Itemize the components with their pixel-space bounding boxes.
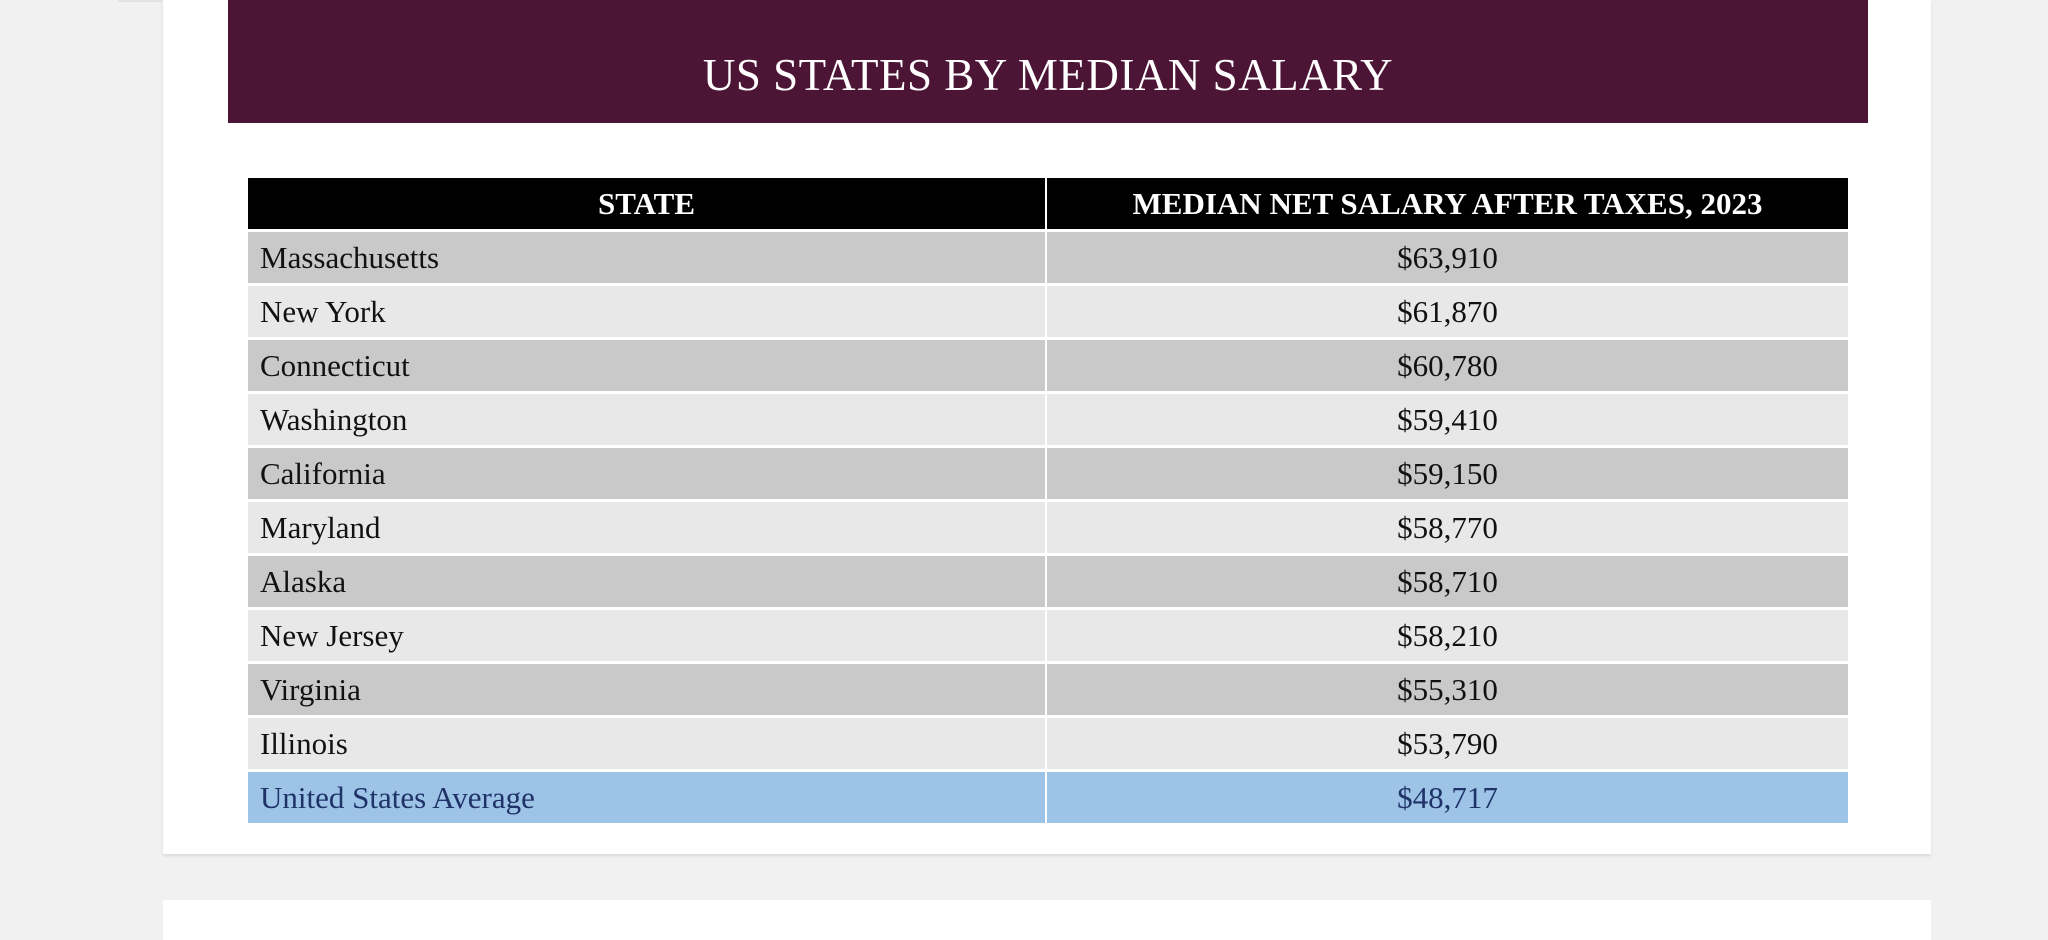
- state-cell: California: [248, 446, 1047, 502]
- salary-cell: $59,410: [1046, 392, 1848, 448]
- content-card: US STATES BY MEDIAN SALARY STATE MEDIAN …: [163, 0, 1931, 854]
- state-cell: Virginia: [248, 662, 1047, 718]
- salary-cell: $58,770: [1046, 500, 1848, 556]
- table-row: New Jersey $58,210: [248, 608, 1848, 664]
- state-column-header: STATE: [248, 178, 1047, 232]
- table-row: Maryland $58,770: [248, 500, 1848, 556]
- next-card: [163, 900, 1931, 940]
- average-label-cell: United States Average: [248, 770, 1047, 823]
- table-row: Alaska $58,710: [248, 554, 1848, 610]
- state-cell: Connecticut: [248, 338, 1047, 394]
- table-row: Massachusetts $63,910: [248, 230, 1848, 286]
- salary-table: STATE MEDIAN NET SALARY AFTER TAXES, 202…: [248, 178, 1848, 823]
- table-row: Virginia $55,310: [248, 662, 1848, 718]
- salary-cell: $55,310: [1046, 662, 1848, 718]
- salary-cell: $60,780: [1046, 338, 1848, 394]
- average-salary-cell: $48,717: [1046, 770, 1848, 823]
- salary-cell: $61,870: [1046, 284, 1848, 340]
- salary-cell: $58,210: [1046, 608, 1848, 664]
- state-cell: Maryland: [248, 500, 1047, 556]
- table-row: Washington $59,410: [248, 392, 1848, 448]
- table-row: Connecticut $60,780: [248, 338, 1848, 394]
- table-row: New York $61,870: [248, 284, 1848, 340]
- average-row: United States Average $48,717: [248, 770, 1848, 823]
- page-title: US STATES BY MEDIAN SALARY: [702, 50, 1394, 100]
- state-cell: New Jersey: [248, 608, 1047, 664]
- salary-column-header: MEDIAN NET SALARY AFTER TAXES, 2023: [1046, 178, 1848, 232]
- title-banner: US STATES BY MEDIAN SALARY: [228, 0, 1868, 123]
- salary-cell: $53,790: [1046, 716, 1848, 772]
- table-row: Illinois $53,790: [248, 716, 1848, 772]
- state-cell: Massachusetts: [248, 230, 1047, 286]
- state-cell: Alaska: [248, 554, 1047, 610]
- state-cell: Illinois: [248, 716, 1047, 772]
- table-row: California $59,150: [248, 446, 1848, 502]
- salary-cell: $63,910: [1046, 230, 1848, 286]
- state-cell: New York: [248, 284, 1047, 340]
- state-cell: Washington: [248, 392, 1047, 448]
- table-header-row: STATE MEDIAN NET SALARY AFTER TAXES, 202…: [248, 178, 1848, 232]
- salary-cell: $59,150: [1046, 446, 1848, 502]
- salary-cell: $58,710: [1046, 554, 1848, 610]
